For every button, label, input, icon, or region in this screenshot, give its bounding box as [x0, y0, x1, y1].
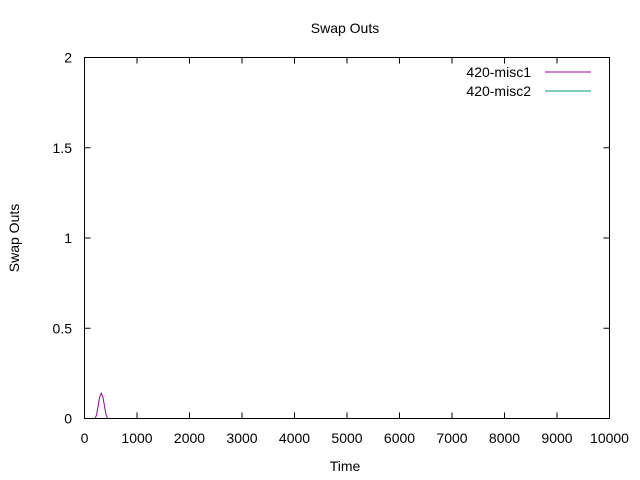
x-tick-label: 10000 — [590, 430, 629, 446]
x-axis-label: Time — [330, 458, 361, 474]
series-lines — [92, 391, 589, 419]
x-tick-label: 9000 — [541, 430, 572, 446]
plot-frame — [84, 57, 610, 419]
legend-label-series-2: 420-misc2 — [466, 83, 531, 99]
series-line-1 — [92, 391, 589, 419]
y-axis-label: Swap Outs — [6, 204, 22, 272]
y-tick-label: 0.5 — [53, 320, 73, 336]
axis-ticks: 0 1000 2000 3000 4000 5000 6000 7000 8000 9000 100… — [53, 50, 630, 447]
x-tick-label: 7000 — [436, 430, 467, 446]
x-tick-label: 6000 — [384, 430, 415, 446]
chart-title: Swap Outs — [311, 20, 379, 36]
y-tick-label: 0 — [64, 411, 72, 427]
x-tick-label: 8000 — [489, 430, 520, 446]
legend: 420-misc1 420-misc2 — [466, 64, 591, 99]
legend-label-series-1: 420-misc1 — [466, 64, 531, 80]
x-tick-label: 4000 — [279, 430, 310, 446]
x-tick-label: 1000 — [121, 430, 152, 446]
y-tick-label: 1 — [64, 230, 72, 246]
x-tick-label: 5000 — [331, 430, 362, 446]
y-tick-label: 2 — [64, 50, 72, 66]
x-tick-label: 2000 — [174, 430, 205, 446]
x-tick-label: 0 — [81, 430, 89, 446]
x-tick-label: 3000 — [226, 430, 257, 446]
y-tick-label: 1.5 — [53, 140, 73, 156]
